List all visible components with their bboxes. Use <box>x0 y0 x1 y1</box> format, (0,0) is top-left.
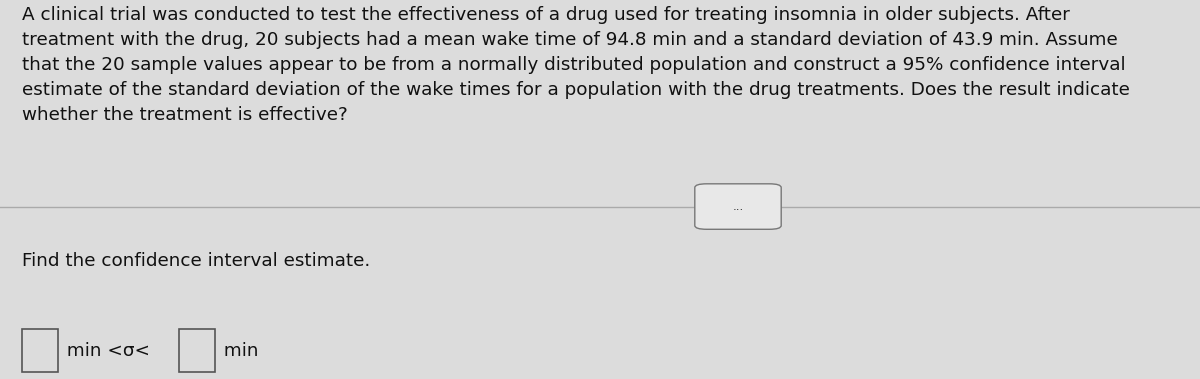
FancyBboxPatch shape <box>695 184 781 229</box>
Text: ...: ... <box>732 200 744 213</box>
Text: min: min <box>218 341 259 360</box>
Text: A clinical trial was conducted to test the effectiveness of a drug used for trea: A clinical trial was conducted to test t… <box>22 6 1129 124</box>
Text: min <σ<: min <σ< <box>61 341 150 360</box>
Text: Find the confidence interval estimate.: Find the confidence interval estimate. <box>22 252 370 270</box>
FancyBboxPatch shape <box>179 329 215 372</box>
FancyBboxPatch shape <box>22 329 58 372</box>
